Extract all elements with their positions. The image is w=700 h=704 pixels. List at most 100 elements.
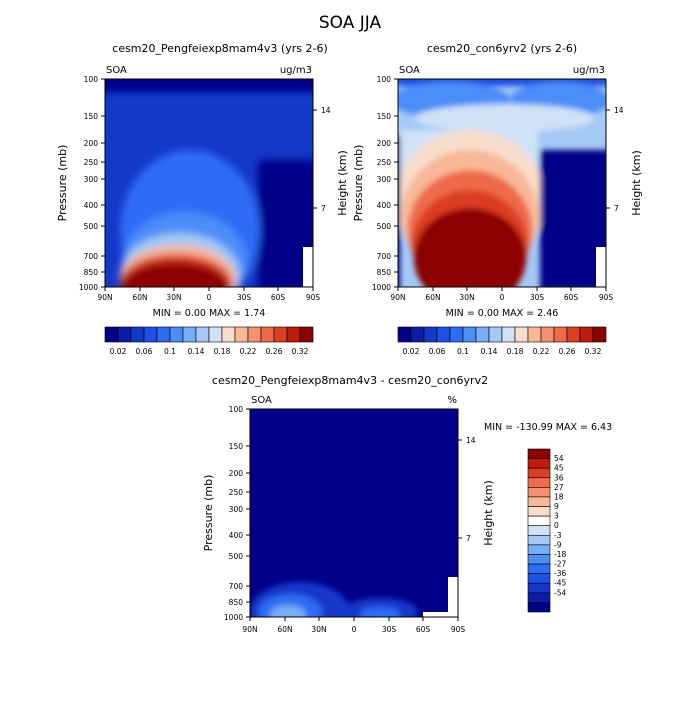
colorbar-label: 0.32	[292, 347, 309, 356]
height-tick-label: 7	[614, 204, 619, 213]
colorbar-swatch	[527, 573, 551, 584]
colorbar-swatch	[527, 563, 551, 574]
colorbar-swatch	[234, 326, 249, 343]
panel-a-field	[105, 79, 313, 287]
colorbar-label: 0.18	[214, 347, 231, 356]
x-tick-label: 0	[352, 625, 357, 634]
colorbar-swatch	[527, 487, 551, 498]
x-tick-label: 30N	[459, 293, 474, 302]
panel-c-x-ticks: 90N 60N 30N 0 30S 60S 90S	[242, 617, 465, 634]
x-tick-label: 90N	[390, 293, 405, 302]
colorbar-swatch	[397, 326, 412, 343]
panel-b-ylabel-right: Height (km)	[630, 150, 643, 216]
colorbar-label: 0.22	[533, 347, 550, 356]
y-tick-label: 700	[229, 582, 244, 591]
colorbar-label: 0.26	[559, 347, 576, 356]
colorbar-label: 0.02	[403, 347, 420, 356]
colorbar-swatch	[527, 477, 551, 488]
y-tick-label: 250	[84, 158, 99, 167]
x-tick-label: 30N	[166, 293, 181, 302]
y-tick-label: 1000	[79, 283, 98, 292]
y-tick-label: 150	[377, 112, 392, 121]
panel-a-right-ticks: 14 7	[313, 106, 331, 213]
colorbar-swatch	[527, 592, 551, 603]
y-tick-label: 300	[229, 505, 244, 514]
colorbar-swatch	[527, 506, 551, 517]
colorbar-swatch	[195, 326, 210, 343]
panel-a-units: ug/m3	[280, 65, 312, 76]
panel-a-minmax: MIN = 0.00 MAX = 1.74	[153, 308, 266, 319]
y-tick-label: 300	[377, 175, 392, 184]
x-tick-label: 60N	[132, 293, 147, 302]
colorbar-swatch	[527, 326, 542, 343]
colorbar-label: 54	[554, 454, 564, 463]
y-tick-label: 500	[377, 222, 392, 231]
height-tick-label: 7	[466, 534, 471, 543]
panel-c-y-ticks: 100 150 200 250 300 400 500 700 850 1000	[224, 405, 250, 622]
colorbar-label: 0.14	[188, 347, 205, 356]
colorbar-swatch	[527, 554, 551, 565]
colorbar-swatch	[169, 326, 184, 343]
panel-c-ylabel: Pressure (mb)	[202, 475, 215, 552]
panel-b-field	[398, 79, 606, 287]
y-tick-label: 850	[377, 268, 392, 277]
panel-b: cesm20_con6yrv2 (yrs 2-6) SOA ug/m3	[352, 42, 643, 356]
panel-c-minmax: MIN = -130.99 MAX = 6.43	[484, 422, 612, 433]
panel-c-units: %	[447, 395, 457, 406]
panel-a-subtitle: cesm20_Pengfeiexp8mam4v3 (yrs 2-6)	[112, 42, 327, 55]
colorbar-swatch	[299, 326, 314, 343]
x-tick-label: 60S	[271, 293, 286, 302]
colorbar-swatch	[475, 326, 490, 343]
figure-title: SOA JJA	[319, 13, 382, 33]
y-tick-label: 100	[229, 405, 244, 414]
x-tick-label: 60N	[277, 625, 292, 634]
colorbar-swatch	[117, 326, 132, 343]
y-tick-label: 100	[84, 75, 99, 84]
colorbar-swatch	[247, 326, 262, 343]
y-tick-label: 150	[84, 112, 99, 121]
colorbar-label: 9	[554, 502, 559, 511]
panel-b-right-ticks: 14 7	[606, 106, 624, 213]
colorbar-label: -54	[554, 588, 566, 597]
colorbar-swatch	[553, 326, 568, 343]
colorbar-label: 45	[554, 464, 564, 473]
colorbar-label: 0	[554, 521, 559, 530]
colorbar-label: 0.18	[507, 347, 524, 356]
colorbar-swatch	[527, 602, 551, 613]
y-tick-label: 100	[377, 75, 392, 84]
x-tick-label: 60S	[564, 293, 579, 302]
colorbar-swatch	[527, 534, 551, 546]
y-tick-label: 200	[377, 139, 392, 148]
panel-b-y-ticks: 100 150 200 250 300 400 500 700 850 1000	[372, 75, 398, 292]
x-tick-label: 60S	[416, 625, 431, 634]
panel-c-field	[250, 409, 458, 617]
colorbar-swatch	[540, 326, 555, 343]
colorbar-label: 3	[554, 512, 559, 521]
colorbar-swatch	[527, 544, 551, 555]
colorbar-swatch	[527, 448, 551, 459]
colorbar-swatch	[527, 515, 551, 527]
colorbar-label: 0.14	[481, 347, 498, 356]
height-tick-label: 14	[614, 106, 624, 115]
colorbar-label: 27	[554, 483, 564, 492]
colorbar-label: 18	[554, 492, 564, 501]
colorbar-label: 0.06	[136, 347, 153, 356]
panel-c-left-label: SOA	[251, 395, 272, 406]
x-tick-label: 0	[500, 293, 505, 302]
colorbar-swatch	[566, 326, 581, 343]
colorbar-swatch	[208, 326, 223, 343]
colorbar-label: 0.32	[585, 347, 602, 356]
colorbar-label: 0.22	[240, 347, 257, 356]
x-tick-label: 90S	[306, 293, 321, 302]
colorbar-swatch	[143, 326, 158, 343]
colorbar-swatch	[592, 326, 607, 343]
y-tick-label: 850	[84, 268, 99, 277]
colorbar-swatch	[501, 326, 516, 343]
panel-b-left-label: SOA	[399, 65, 420, 76]
colorbar-swatch	[527, 467, 551, 479]
colorbar-label: -27	[554, 560, 566, 569]
panel-b-minmax: MIN = 0.00 MAX = 2.46	[446, 308, 559, 319]
x-tick-label: 90S	[599, 293, 614, 302]
